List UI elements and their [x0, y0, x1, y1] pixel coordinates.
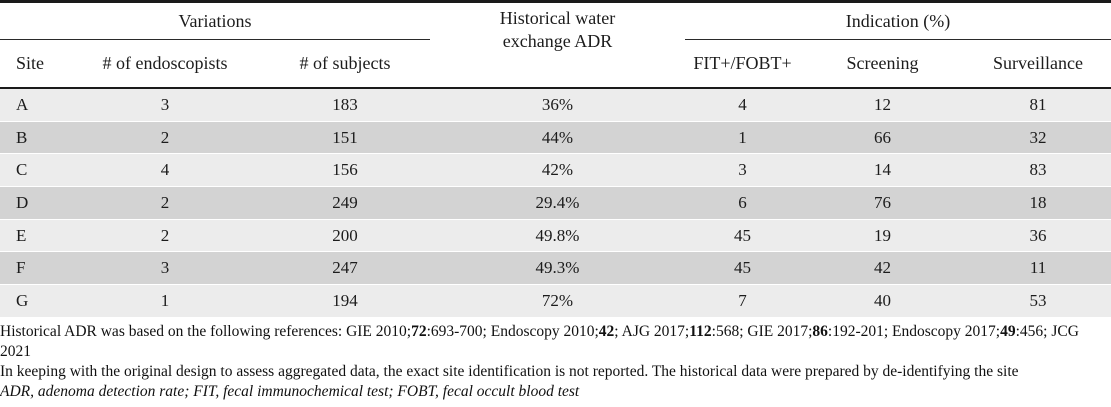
table-row-site-a: A 3 183 36% 4 12 81: [0, 88, 1111, 122]
footnote-ref-text: :192-201; Endoscopy 2017;: [827, 322, 1001, 340]
cell-fit: 45: [734, 225, 751, 245]
cell-screening: 14: [874, 160, 891, 180]
cell-endoscopists: 3: [160, 258, 170, 278]
column-header-historical-adr: Historical water exchange ADR: [430, 2, 685, 89]
cell-adr: 42%: [541, 160, 574, 180]
footnote-ref-volume: 42: [598, 322, 615, 340]
cell-adr: 44%: [541, 127, 574, 147]
cell-endoscopists: 4: [160, 160, 170, 180]
cell-adr: 49.8%: [535, 225, 580, 245]
cell-fit: 6: [738, 192, 747, 212]
cell-surveillance: 11: [1029, 258, 1047, 278]
column-header-row: Site # of endoscopists # of subjects FIT…: [0, 40, 1111, 89]
cell-screening: 12: [874, 94, 891, 114]
cell-fit: 4: [738, 94, 747, 114]
table-row-site-c: C 4 156 42% 3 14 83: [0, 153, 1111, 187]
cell-subjects: 249: [332, 192, 358, 212]
cell-screening: 19: [874, 225, 891, 245]
cell-screening: 66: [874, 127, 891, 147]
footnote-deidentification: In keeping with the original design to a…: [0, 362, 1019, 380]
cell-adr: 72%: [541, 290, 574, 310]
cell-surveillance: 83: [1029, 160, 1047, 180]
column-header-endoscopists: # of endoscopists: [102, 53, 228, 73]
footnote-abbreviations: ADR, adenoma detection rate; FIT, fecal …: [0, 382, 580, 400]
table-header: Variations Historical water exchange ADR…: [0, 1, 1111, 89]
cell-site: A: [16, 94, 29, 114]
table-row-site-b: B 2 151 44% 1 66 32: [0, 121, 1111, 154]
cell-surveillance: 18: [1029, 192, 1047, 212]
column-header-fit: FIT+/FOBT+: [693, 53, 792, 73]
column-header-subjects: # of subjects: [299, 53, 391, 73]
group-header-indication: Indication (%): [685, 1, 1111, 40]
cell-subjects: 247: [332, 258, 358, 278]
cell-endoscopists: 2: [160, 127, 170, 147]
footnote-references: Historical ADR was based on the followin…: [0, 322, 1111, 362]
footnote-ref-volume: 112: [689, 322, 712, 340]
cell-screening: 76: [874, 192, 891, 212]
cell-fit: 7: [738, 290, 747, 310]
cell-fit: 45: [734, 258, 751, 278]
footnote-ref-text: :693-700; Endoscopy 2010;: [426, 322, 599, 340]
cell-site: D: [16, 192, 29, 212]
footnote-ref-text: :568; GIE 2017;: [711, 322, 813, 340]
cell-screening: 42: [874, 258, 891, 278]
table-row-site-d: D 2 249 29.4% 6 76 18: [0, 186, 1111, 220]
cell-endoscopists: 3: [160, 94, 170, 114]
cell-surveillance: 36: [1029, 225, 1047, 245]
cell-surveillance: 32: [1029, 127, 1047, 147]
cell-adr: 49.3%: [535, 258, 580, 278]
cell-subjects: 151: [332, 127, 358, 147]
cell-fit: 3: [738, 160, 747, 180]
cell-screening: 40: [874, 290, 891, 310]
cell-adr: 29.4%: [535, 192, 580, 212]
cell-endoscopists: 2: [160, 192, 170, 212]
cell-subjects: 200: [332, 225, 358, 245]
historical-adr-line2: exchange ADR: [502, 31, 613, 51]
table-body: A 3 183 36% 4 12 81 B 2 151 44% 1 66 32 …: [0, 88, 1111, 318]
footnote-ref-text: ; AJG 2017;: [614, 322, 690, 340]
table-row-site-e: E 2 200 49.8% 45 19 36: [0, 219, 1111, 252]
historical-adr-line1: Historical water: [499, 8, 616, 28]
column-header-site: Site: [16, 53, 45, 73]
cell-fit: 1: [738, 127, 747, 147]
footnote-ref-volume: 72: [411, 322, 427, 340]
column-header-screening: Screening: [846, 53, 919, 73]
cell-site: F: [16, 258, 26, 278]
table-footnotes: Historical ADR was based on the followin…: [0, 322, 1111, 402]
cell-subjects: 156: [332, 160, 358, 180]
cell-site: B: [16, 127, 28, 147]
cell-endoscopists: 1: [160, 290, 170, 310]
cell-site: C: [16, 160, 28, 180]
site-adr-table: Variations Historical water exchange ADR…: [0, 0, 1111, 318]
column-header-surveillance: Surveillance: [993, 53, 1083, 73]
cell-subjects: 183: [332, 94, 358, 114]
footnote-ref-volume: 86: [812, 322, 828, 340]
cell-subjects: 194: [332, 290, 358, 310]
cell-site: G: [16, 290, 29, 310]
group-header-row: Variations Historical water exchange ADR…: [0, 1, 1111, 51]
cell-surveillance: 81: [1029, 94, 1047, 114]
cell-surveillance: 53: [1029, 290, 1047, 310]
footnote-ref-text: Historical ADR was based on the followin…: [0, 322, 412, 340]
footnote-ref-volume: 49: [1000, 322, 1016, 340]
table-row-site-f: F 3 247 49.3% 45 42 11: [0, 251, 1111, 285]
cell-endoscopists: 2: [160, 225, 170, 245]
cell-adr: 36%: [541, 94, 574, 114]
table-row-site-g: G 1 194 72% 7 40 53: [0, 284, 1111, 318]
footnote-ref-text: :456; JCG 2021: [0, 322, 1079, 360]
group-header-variations: Variations: [0, 1, 430, 40]
cell-site: E: [16, 225, 27, 245]
